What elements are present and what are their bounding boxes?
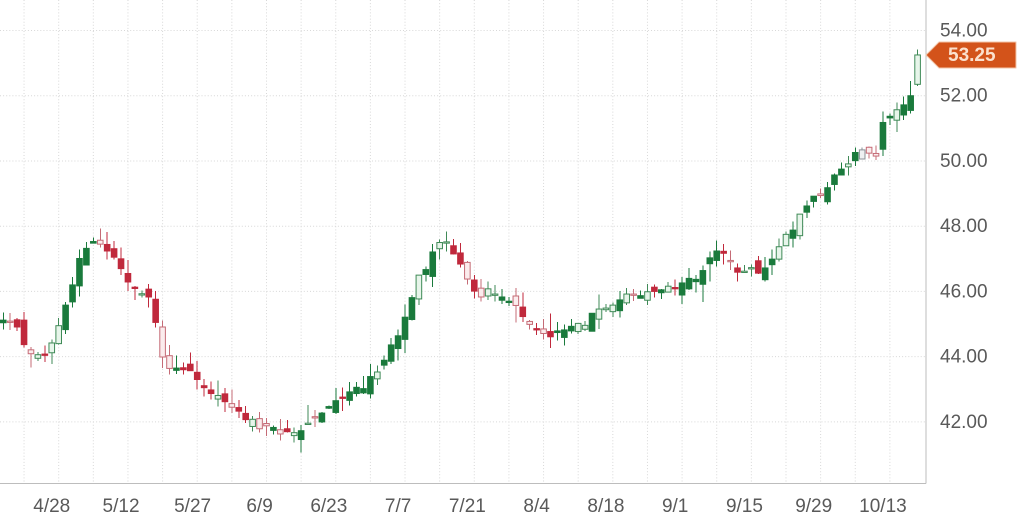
svg-text:9/1: 9/1: [662, 496, 688, 517]
svg-text:10/13: 10/13: [859, 496, 907, 517]
svg-text:4/28: 4/28: [33, 496, 70, 517]
svg-text:50.00: 50.00: [940, 151, 988, 172]
svg-text:5/12: 5/12: [103, 496, 140, 517]
svg-text:42.00: 42.00: [940, 412, 988, 433]
svg-text:7/21: 7/21: [449, 496, 486, 517]
svg-text:9/29: 9/29: [795, 496, 832, 517]
svg-text:46.00: 46.00: [940, 281, 988, 302]
svg-text:8/18: 8/18: [587, 496, 624, 517]
svg-text:44.00: 44.00: [940, 347, 988, 368]
svg-text:9/15: 9/15: [726, 496, 763, 517]
svg-text:6/9: 6/9: [246, 496, 272, 517]
svg-text:6/23: 6/23: [310, 496, 347, 517]
svg-text:54.00: 54.00: [940, 21, 988, 42]
svg-text:8/4: 8/4: [523, 496, 550, 517]
svg-text:5/27: 5/27: [174, 496, 211, 517]
svg-text:52.00: 52.00: [940, 86, 988, 107]
svg-text:48.00: 48.00: [940, 216, 988, 237]
svg-text:7/7: 7/7: [385, 496, 411, 517]
svg-text:53.25: 53.25: [948, 45, 996, 66]
